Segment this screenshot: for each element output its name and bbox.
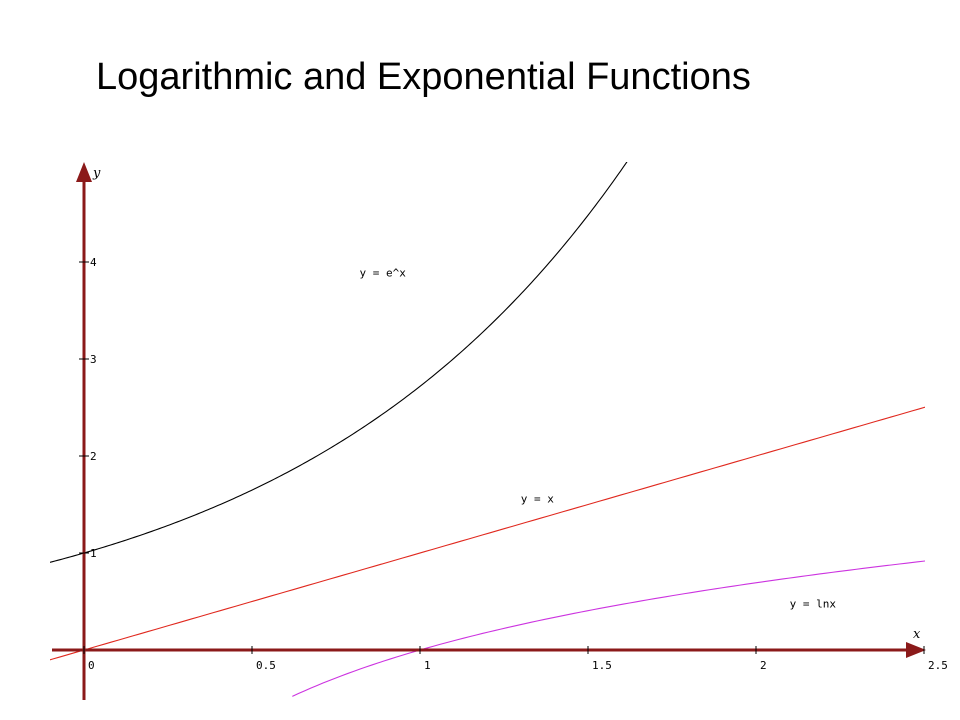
y-tick-label: 4 (90, 256, 97, 269)
x-tick-label: 0 (88, 659, 95, 672)
y-tick-label: 3 (90, 353, 97, 366)
x-tick-label: 2 (760, 659, 767, 672)
x-axis-label: x (913, 627, 921, 642)
x-tick-label: 0.5 (256, 659, 276, 672)
series-label-identity: y = x (521, 493, 554, 506)
series-line-identity (50, 406, 925, 661)
x-tick-label: 2.5 (928, 659, 948, 672)
x-tick-label: 1.5 (592, 659, 612, 672)
y-tick-label: 2 (90, 450, 97, 463)
axes (52, 162, 926, 700)
slide-title: Logarithmic and Exponential Functions (96, 56, 751, 98)
y-axis-label: y (92, 166, 101, 181)
y-tick-label: 1 (90, 547, 97, 560)
series-line-ln (292, 560, 925, 697)
y-axis-arrow (76, 162, 92, 182)
x-tick-label: 1 (424, 659, 431, 672)
series-label-exp: y = e^x (360, 267, 407, 280)
x-axis-arrow (906, 642, 926, 658)
curves (50, 162, 925, 697)
series-label-ln: y = lnx (790, 597, 837, 610)
series-line-exp (50, 162, 628, 563)
labels: x y y = e^x y = x y = lnx (92, 166, 921, 642)
